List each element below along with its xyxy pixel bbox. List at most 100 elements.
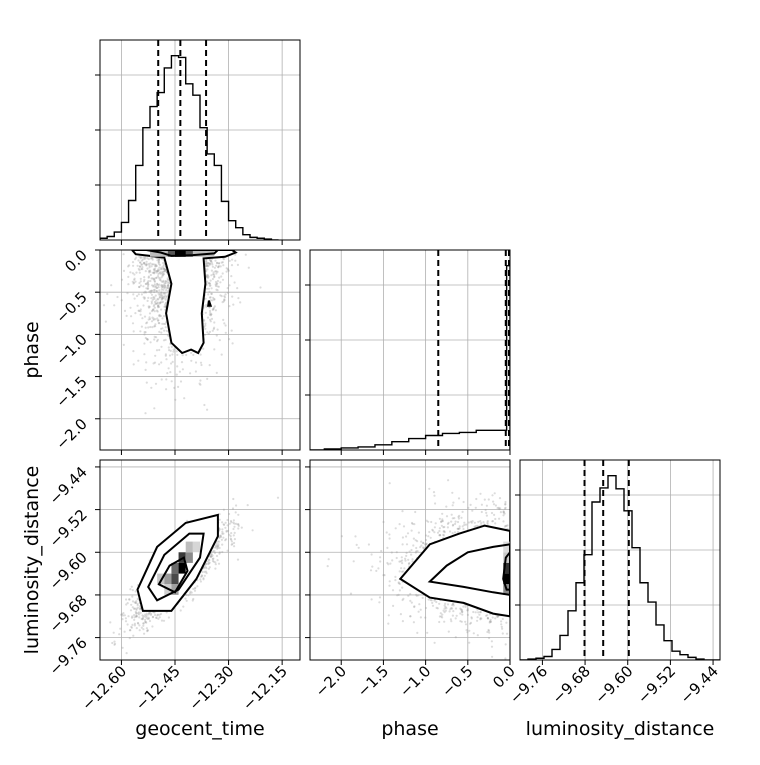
scatter-point xyxy=(146,627,148,629)
scatter-point xyxy=(252,529,254,531)
scatter-panel-luminosity-distance-vs-phase xyxy=(305,460,510,665)
scatter-point xyxy=(494,492,496,494)
scatter-point xyxy=(505,507,507,509)
scatter-point xyxy=(180,609,182,611)
scatter-point xyxy=(465,524,467,526)
scatter-point xyxy=(237,523,239,525)
scatter-point xyxy=(151,625,153,627)
scatter-point xyxy=(224,527,226,529)
scatter-point xyxy=(196,585,198,587)
scatter-point xyxy=(150,297,152,299)
scatter-point xyxy=(425,534,427,536)
scatter-point xyxy=(499,497,501,499)
scatter-point xyxy=(451,492,453,494)
scatter-point xyxy=(160,279,162,281)
scatter-point xyxy=(399,523,401,525)
scatter-point xyxy=(418,532,420,534)
scatter-point xyxy=(227,550,229,552)
scatter-point xyxy=(231,540,233,542)
scatter-point xyxy=(132,282,134,284)
scatter-point xyxy=(210,293,212,295)
scatter-point xyxy=(167,334,169,336)
scatter-point xyxy=(504,501,506,503)
scatter-point xyxy=(200,364,202,366)
scatter-point xyxy=(221,533,223,535)
scatter-point xyxy=(399,570,401,572)
scatter-point xyxy=(426,632,428,634)
scatter-point xyxy=(161,620,163,622)
scatter-point xyxy=(228,284,230,286)
scatter-point xyxy=(148,307,150,309)
scatter-point xyxy=(157,618,159,620)
scatter-point xyxy=(147,326,149,328)
scatter-point xyxy=(130,604,132,606)
scatter-point xyxy=(165,289,167,291)
scatter-point xyxy=(402,543,404,545)
scatter-point xyxy=(158,322,160,324)
scatter-point xyxy=(137,265,139,267)
scatter-point xyxy=(119,628,121,630)
scatter-point xyxy=(176,350,178,352)
scatter-point xyxy=(491,656,493,658)
scatter-point xyxy=(147,285,149,287)
scatter-point xyxy=(123,344,125,346)
scatter-point xyxy=(133,616,135,618)
scatter-point xyxy=(150,274,152,276)
scatter-point xyxy=(127,623,129,625)
scatter-point xyxy=(148,318,150,320)
scatter-point xyxy=(145,291,147,293)
scatter-point xyxy=(226,271,228,273)
scatter-point xyxy=(131,627,133,629)
panel-frame xyxy=(520,460,720,660)
scatter-point xyxy=(463,522,465,524)
scatter-point xyxy=(501,626,503,628)
scatter-point xyxy=(189,372,191,374)
scatter-point xyxy=(140,278,142,280)
scatter-point xyxy=(471,617,473,619)
scatter-point xyxy=(125,598,127,600)
scatter-point xyxy=(476,620,478,622)
scatter-point xyxy=(137,360,139,362)
scatter-point xyxy=(491,520,493,522)
scatter-point xyxy=(213,348,215,350)
scatter-point xyxy=(415,551,417,553)
scatter-point xyxy=(154,614,156,616)
scatter-point xyxy=(156,259,158,261)
scatter-point xyxy=(494,522,496,524)
scatter-point xyxy=(132,265,134,267)
scatter-point xyxy=(221,521,223,523)
scatter-point xyxy=(165,388,167,390)
scatter-point xyxy=(219,535,221,537)
scatter-point xyxy=(443,530,445,532)
scatter-point xyxy=(215,283,217,285)
scatter-point xyxy=(214,267,216,269)
scatter-point xyxy=(409,593,411,595)
scatter-point xyxy=(477,611,479,613)
scatter-point xyxy=(170,350,172,352)
scatter-point xyxy=(134,298,136,300)
scatter-point xyxy=(221,262,223,264)
scatter-point xyxy=(394,579,396,581)
scatter-point xyxy=(152,616,154,618)
scatter-point xyxy=(448,631,450,633)
scatter-point xyxy=(202,578,204,580)
scatter-point xyxy=(218,563,220,565)
scatter-point xyxy=(155,265,157,267)
scatter-point xyxy=(134,624,136,626)
scatter-point xyxy=(237,527,239,529)
scatter-point xyxy=(158,363,160,365)
scatter-point xyxy=(130,315,132,317)
scatter-point xyxy=(149,312,151,314)
scatter-point xyxy=(145,322,147,324)
scatter-point xyxy=(150,387,152,389)
scatter-point xyxy=(215,309,217,311)
scatter-point xyxy=(425,607,427,609)
scatter-point xyxy=(228,513,230,515)
scatter-point xyxy=(169,354,171,356)
scatter-point xyxy=(217,543,219,545)
scatter-point xyxy=(142,285,144,287)
scatter-point xyxy=(414,511,416,513)
scatter-point xyxy=(380,550,382,552)
scatter-point xyxy=(431,599,433,601)
scatter-point xyxy=(230,538,232,540)
